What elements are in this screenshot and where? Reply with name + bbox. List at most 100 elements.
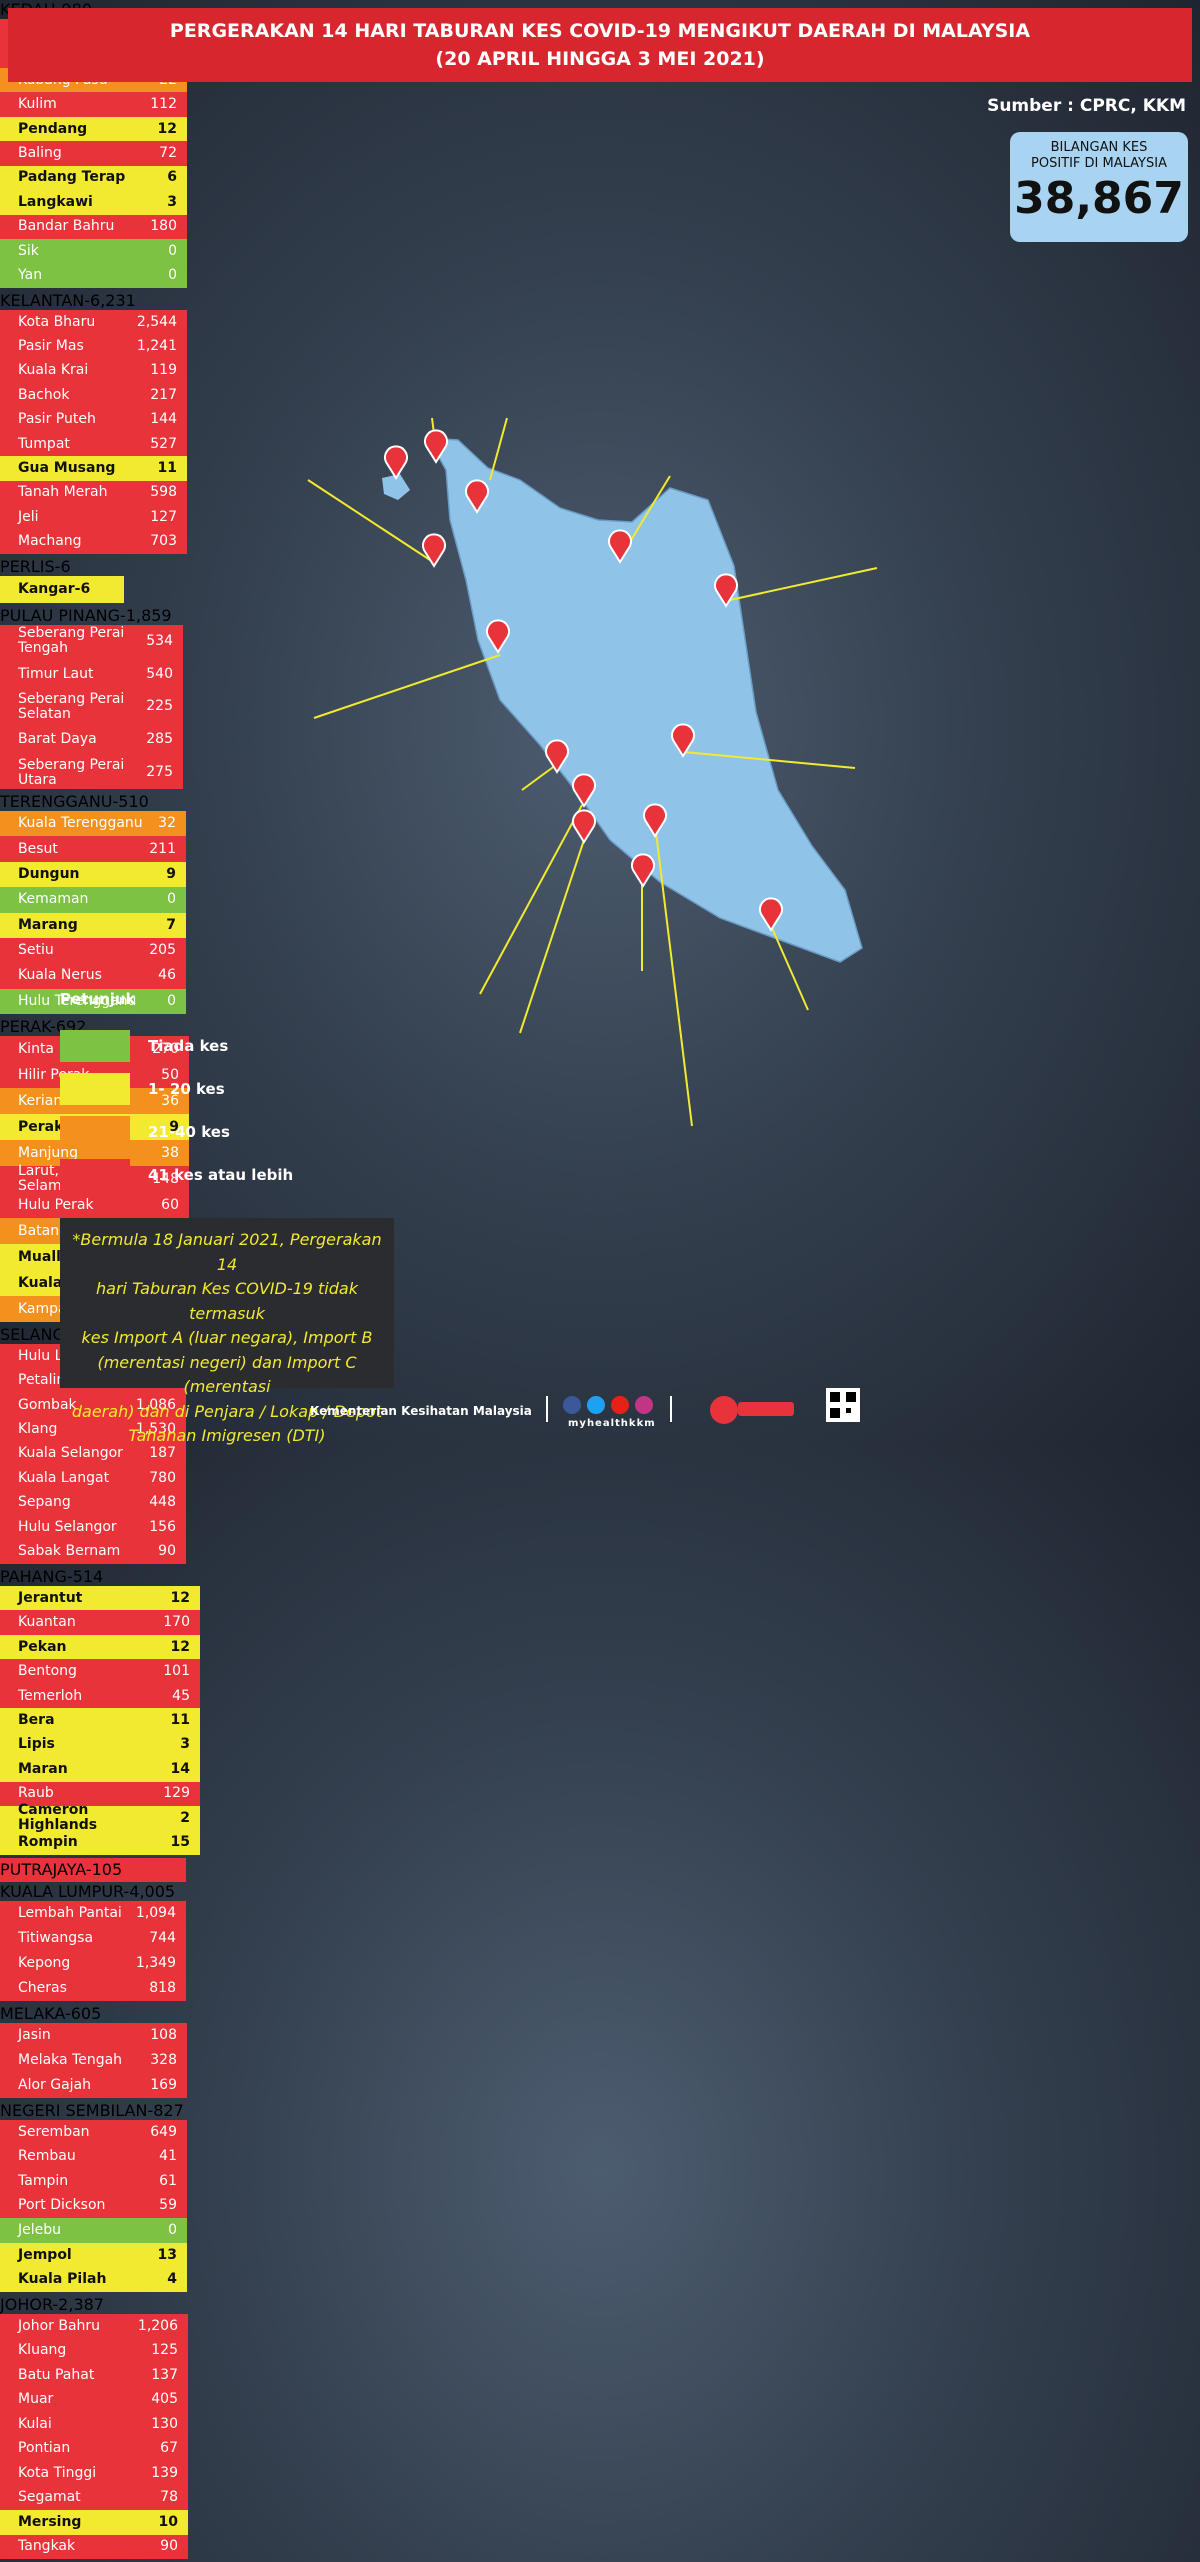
district-value: 6 xyxy=(167,169,177,186)
pin xyxy=(384,445,408,480)
district-name: Kota Bharu xyxy=(18,313,96,330)
pin xyxy=(759,897,783,932)
district-name: Kuala Terengganu xyxy=(18,815,143,832)
legend-item: Tiada kes xyxy=(60,1030,228,1062)
district-name: Hulu Selangor xyxy=(18,1518,117,1535)
district-name: Tanah Merah xyxy=(18,484,108,501)
district-row: Tangkak 90 xyxy=(0,2534,188,2559)
district-row: Lipis 3 xyxy=(0,1732,200,1758)
district-name: Mersing xyxy=(18,2513,82,2530)
district-value: 1,241 xyxy=(136,338,177,355)
district-value: 2 xyxy=(180,1809,190,1826)
district-row: Kuala Pilah 4 xyxy=(0,2267,187,2292)
state-box: PUTRAJAYA-105 xyxy=(0,1858,186,1882)
total-value: 38,867 xyxy=(1014,173,1184,224)
district-value: 1,094 xyxy=(135,1905,176,1921)
legend-item: 41 kes atau lebih xyxy=(60,1159,293,1191)
district-row: Batu Pahat 137 xyxy=(0,2363,188,2388)
district-row: Segamat 78 xyxy=(0,2485,188,2510)
district-name: Pekan xyxy=(18,1638,67,1655)
district-name: Manjung xyxy=(18,1144,79,1161)
pin xyxy=(424,429,448,464)
district-value: 12 xyxy=(170,1589,190,1606)
district-name: Kinta xyxy=(18,1040,55,1057)
district-row: Machang 703 xyxy=(0,529,187,554)
district-name: Kuantan xyxy=(18,1614,76,1631)
district-name: Marang xyxy=(18,916,78,933)
state-box: KUALA LUMPUR-4,005 Lembah Pantai 1,094 Titi… xyxy=(0,1882,186,2004)
district-row: Mersing 10 xyxy=(0,2510,188,2535)
district-name: Rompin xyxy=(18,1834,78,1851)
district-value: 127 xyxy=(150,508,177,525)
district-row: Setiu 205 xyxy=(0,937,186,964)
divider xyxy=(546,1396,548,1422)
pin xyxy=(422,533,446,568)
district-row: Rembau 41 xyxy=(0,2144,187,2170)
connector xyxy=(307,479,431,561)
state-box: PERLIS-6 Kangar-6 xyxy=(0,557,124,606)
district-name: Besut xyxy=(18,840,58,857)
district-value: 130 xyxy=(151,2415,178,2432)
district-row: Yan 0 xyxy=(0,263,187,288)
district-name: Kuala Selangor xyxy=(18,1445,123,1462)
district-value: 129 xyxy=(163,1785,190,1802)
state-title: PAHANG-514 xyxy=(0,1567,104,1586)
district-value: 60 xyxy=(161,1196,179,1213)
district-row: Tampin 61 xyxy=(0,2169,187,2194)
district-row: Sik 0 xyxy=(0,239,187,264)
note-line: (merentasi negeri) dan Import C (merenta… xyxy=(97,1352,357,1397)
legend-swatch xyxy=(60,1159,130,1191)
total-label: BILANGAN KES xyxy=(1050,140,1148,155)
legend-swatch xyxy=(60,1116,130,1148)
title-bar: PERGERAKAN 14 HARI TABURAN KES COVID-19 … xyxy=(8,8,1192,82)
pin xyxy=(671,723,695,758)
pin xyxy=(631,853,655,888)
district-name: Segamat xyxy=(18,2489,81,2506)
qr-code xyxy=(826,1388,860,1422)
pin xyxy=(643,803,667,838)
state-box: KELANTAN-6,231 Kota Bharu 2,544 Pasir Mas 1,… xyxy=(0,291,187,557)
state-title: KELANTAN-6,231 xyxy=(0,291,136,310)
district-row: Timur Laut 540 xyxy=(0,657,183,691)
district-row: Hulu Perak 60 xyxy=(0,1192,189,1218)
district-value: 50 xyxy=(161,1066,179,1083)
pin xyxy=(465,479,489,514)
district-row: Titiwangsa 744 xyxy=(0,1926,186,1951)
pin xyxy=(545,739,569,774)
district-name: Pontian xyxy=(18,2440,71,2457)
district-value: 1,349 xyxy=(135,1955,176,1971)
district-name: Pendang xyxy=(18,120,88,137)
district-name: Tampin xyxy=(18,2172,69,2189)
district-name: Barat Daya xyxy=(18,731,97,748)
district-row: Hulu Terengganu 0 xyxy=(0,988,186,1014)
district-row: Klang 1,530 xyxy=(0,1417,186,1442)
handle: myhealthkkm xyxy=(568,1418,656,1429)
district-value: 0 xyxy=(167,891,176,908)
district-row: Padang Terap 6 xyxy=(0,165,187,191)
district-name: Kuala Pilah xyxy=(18,2271,107,2288)
pins xyxy=(384,429,783,932)
district-value: 225 xyxy=(146,698,173,715)
district-value: 649 xyxy=(150,2123,177,2140)
district-value: 169 xyxy=(150,2077,177,2093)
note-line: kes Import A (luar negara), Import B xyxy=(81,1328,373,1347)
source: Sumber : CPRC, KKM xyxy=(987,96,1186,116)
district-value: 125 xyxy=(151,2342,178,2359)
district-name: Hulu Terengganu xyxy=(18,992,137,1009)
district-name: Pasir Mas xyxy=(18,338,84,355)
district-value: 217 xyxy=(150,386,177,403)
district-name: Kerian xyxy=(18,1092,63,1109)
title: (20 APRIL HINGGA 3 MEI 2021) xyxy=(435,48,765,70)
district-value: 275 xyxy=(146,764,173,781)
district-value: 112 xyxy=(150,96,177,113)
connector xyxy=(489,417,508,481)
district-row: Port Dickson 59 xyxy=(0,2193,187,2219)
district-row: Kuala Nerus 46 xyxy=(0,963,186,989)
total-label: POSITIF DI MALAYSIA xyxy=(1031,156,1167,171)
district-value: 780 xyxy=(149,1469,176,1486)
district-name: Melaka Tengah xyxy=(18,2052,123,2068)
district-row: Kuala Langat 780 xyxy=(0,1466,186,1491)
district-value: 598 xyxy=(150,484,177,501)
district-row: Pendang 12 xyxy=(0,116,187,142)
